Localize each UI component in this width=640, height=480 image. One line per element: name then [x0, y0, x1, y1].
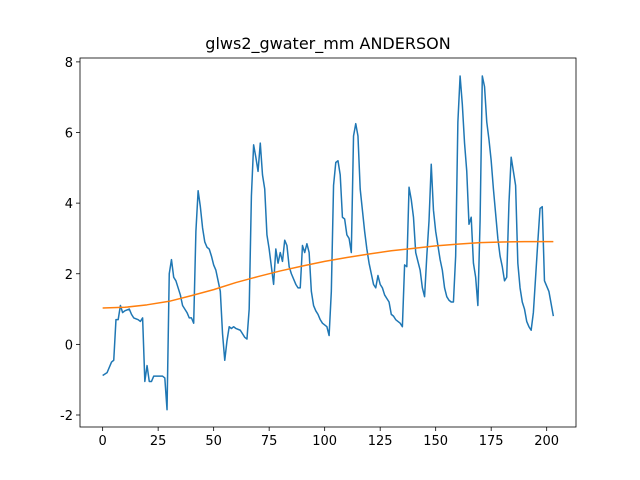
- x-tick-label: 125: [368, 434, 393, 449]
- y-tick-label: -2: [60, 409, 73, 424]
- y-tick-label: 2: [65, 268, 73, 283]
- x-tick-label: 0: [99, 434, 107, 449]
- x-tick-label: 50: [205, 434, 222, 449]
- x-tick-label: 150: [423, 434, 448, 449]
- x-tick-label: 200: [534, 434, 559, 449]
- data-line: [102, 240, 554, 309]
- x-tick-label: 175: [479, 434, 504, 449]
- data-line: [102, 75, 555, 411]
- y-tick-label: 4: [65, 197, 73, 212]
- plot-frame: [79, 57, 577, 428]
- y-tick-label: 8: [65, 56, 73, 71]
- x-tick-label: 25: [150, 434, 167, 449]
- y-tick-label: 6: [65, 127, 73, 142]
- x-tick-label: 100: [312, 434, 337, 449]
- y-tick-label: 0: [65, 338, 73, 353]
- x-tick-label: 75: [261, 434, 278, 449]
- chart-title: glws2_gwater_mm ANDERSON: [205, 34, 450, 54]
